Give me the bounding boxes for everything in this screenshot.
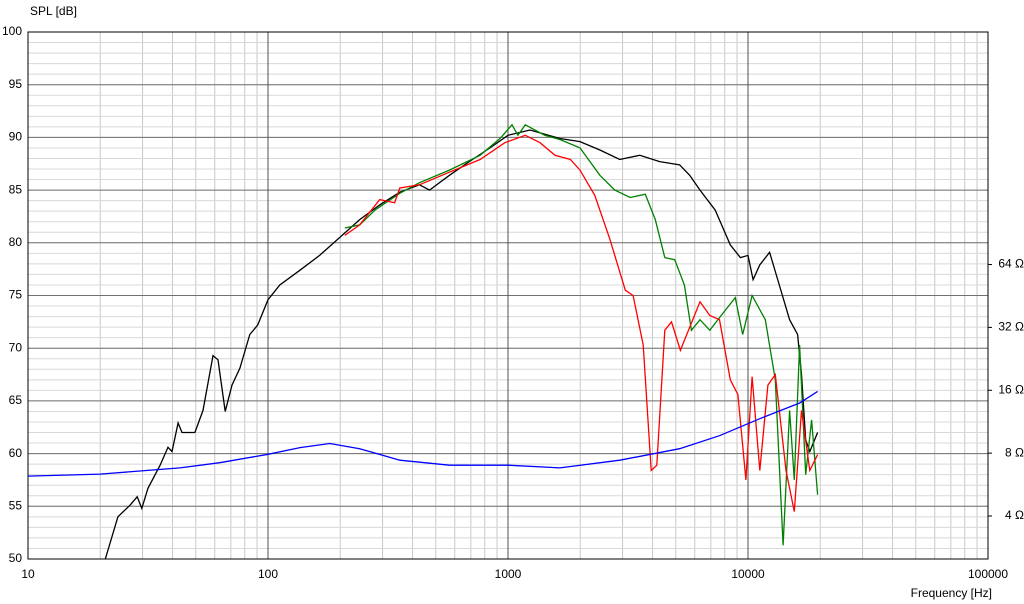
y-tick-label: 60 xyxy=(9,446,23,460)
y-tick-label: 75 xyxy=(9,288,23,302)
series-line xyxy=(104,129,819,559)
y2-tick-label: 32 Ω xyxy=(998,320,1024,334)
y-tick-label: 50 xyxy=(9,551,23,565)
x-tick-label: 10000 xyxy=(731,567,765,581)
y-tick-label: 70 xyxy=(9,340,23,354)
x-tick-label: 10 xyxy=(21,567,35,581)
y2-tick-label: 8 Ω xyxy=(1005,445,1024,459)
x-tick-label: 100000 xyxy=(968,567,1008,581)
x-tick-label: 1000 xyxy=(495,567,522,581)
y-tick-label: 100 xyxy=(2,24,22,38)
y-tick-label: 55 xyxy=(9,498,23,512)
y-tick-label: 65 xyxy=(9,393,23,407)
y2-tick-label: 64 Ω xyxy=(998,257,1024,271)
y-tick-label: 85 xyxy=(9,182,23,196)
y2-tick-label: 16 Ω xyxy=(998,382,1024,396)
x-tick-label: 100 xyxy=(258,567,278,581)
y-tick-label: 95 xyxy=(9,77,23,91)
y-tick-label: 80 xyxy=(9,235,23,249)
series-line xyxy=(344,134,819,512)
series-line xyxy=(344,123,819,546)
plot-frame xyxy=(27,31,989,560)
x-axis-label: Frequency [Hz] xyxy=(911,586,992,600)
series-line xyxy=(28,390,818,477)
y-axis-label: SPL [dB] xyxy=(30,4,77,18)
y-tick-label: 90 xyxy=(9,130,23,144)
y2-tick-label: 4 Ω xyxy=(1005,508,1024,522)
